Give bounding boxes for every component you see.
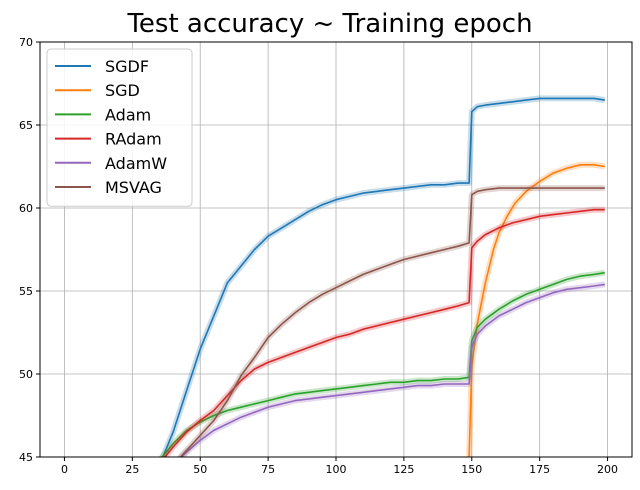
legend-label-adamw: AdamW bbox=[105, 154, 167, 173]
series-line-msvag bbox=[179, 187, 605, 457]
series-line-adamw bbox=[180, 283, 605, 457]
grid bbox=[40, 41, 632, 458]
series-line-adam bbox=[161, 271, 605, 457]
legend-label-msvag: MSVAG bbox=[105, 178, 162, 197]
series-layer bbox=[158, 95, 606, 457]
series-sgdf bbox=[159, 95, 606, 457]
series-adamw bbox=[177, 281, 606, 457]
series-line-sgdf bbox=[162, 97, 605, 457]
x-tick-label: 0 bbox=[61, 463, 68, 476]
x-tick-label: 150 bbox=[461, 463, 482, 476]
x-tick-label: 200 bbox=[597, 463, 618, 476]
legend-label-sgd: SGD bbox=[105, 81, 140, 100]
series-adam bbox=[158, 269, 606, 457]
legend-box bbox=[46, 48, 193, 207]
ticks: 0 25 50 75 100 125 150 175 200 45 50 55 60 65 70 bbox=[19, 36, 618, 476]
series-line-radam bbox=[163, 208, 605, 457]
legend-label-adam: Adam bbox=[105, 105, 151, 124]
series-radam bbox=[161, 206, 605, 457]
y-tick-label: 60 bbox=[19, 202, 33, 215]
legend: SGDF SGD Adam RAdam AdamW MSVAG bbox=[46, 48, 193, 207]
y-tick-label: 50 bbox=[19, 368, 33, 381]
x-tick-label: 75 bbox=[261, 463, 275, 476]
series-line-sgd bbox=[468, 164, 605, 457]
x-tick-label: 25 bbox=[125, 463, 139, 476]
legend-label-radam: RAdam bbox=[105, 130, 162, 149]
y-tick-label: 70 bbox=[19, 36, 33, 49]
chart-title: Test accuracy ~ Training epoch bbox=[126, 9, 532, 39]
y-tick-label: 65 bbox=[19, 119, 33, 132]
x-tick-label: 175 bbox=[529, 463, 550, 476]
y-tick-label: 45 bbox=[19, 451, 33, 464]
legend-label-sgdf: SGDF bbox=[105, 57, 149, 76]
series-sgd bbox=[466, 161, 606, 457]
series-msvag bbox=[176, 185, 605, 457]
x-tick-label: 125 bbox=[393, 463, 414, 476]
y-tick-label: 55 bbox=[19, 285, 33, 298]
x-tick-label: 100 bbox=[326, 463, 347, 476]
x-tick-label: 50 bbox=[193, 463, 207, 476]
